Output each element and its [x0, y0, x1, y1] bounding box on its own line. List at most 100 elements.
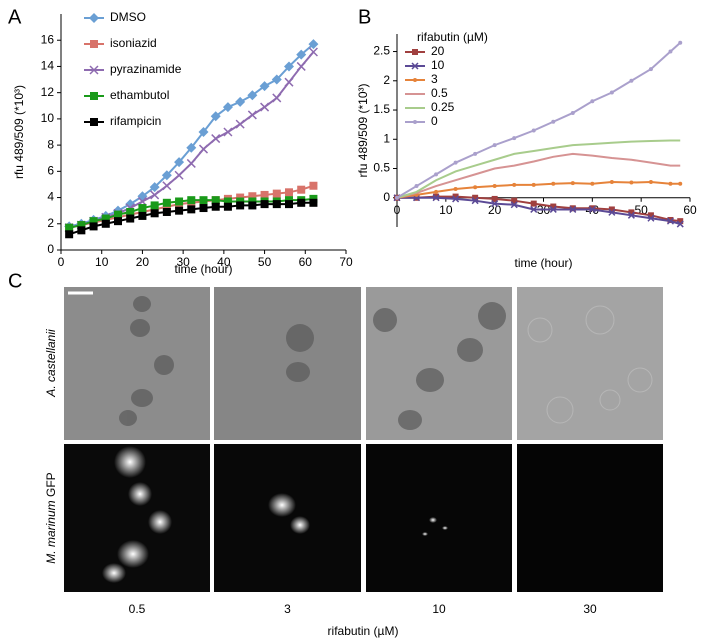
marker: [150, 201, 159, 210]
marker: [296, 61, 306, 71]
panel-letter: C: [8, 270, 22, 292]
series-line: [397, 196, 681, 226]
panel-letter: A: [8, 6, 22, 28]
marker: [491, 200, 499, 208]
marker: [512, 136, 517, 141]
marker: [65, 223, 74, 232]
legend-marker: [411, 62, 419, 70]
marker: [668, 49, 673, 54]
marker: [247, 90, 258, 101]
marker: [211, 202, 220, 211]
marker: [608, 208, 616, 216]
marker: [647, 212, 654, 219]
x-tick-label: 20: [488, 203, 502, 217]
marker: [414, 184, 419, 189]
y-tick-label: 1: [383, 131, 390, 145]
x-tick-label: 20: [136, 255, 150, 269]
marker: [247, 110, 257, 120]
marker: [677, 218, 684, 225]
legend-label: 0.5: [431, 86, 448, 100]
micrographs: [64, 287, 663, 592]
legend-label: rifampicin: [110, 114, 161, 128]
y-axis-label: rfu 489/509 (*10³): [356, 83, 370, 177]
marker: [210, 111, 221, 122]
marker: [308, 39, 319, 50]
y-tick-label: 0.5: [373, 161, 390, 175]
y-tick-label: 14: [41, 59, 55, 73]
y-tick-label: 0: [383, 190, 390, 204]
marker: [569, 205, 576, 212]
marker: [608, 206, 615, 213]
x-tick-label: 70: [339, 255, 353, 269]
marker: [492, 143, 497, 148]
legend-label: 20: [431, 44, 445, 58]
marker: [676, 220, 684, 228]
marker: [309, 181, 318, 190]
y-tick-label: 8: [47, 137, 54, 151]
marker: [126, 214, 135, 223]
legend-label: 0.25: [431, 100, 455, 114]
marker: [648, 67, 653, 72]
legend-marker: [90, 40, 98, 48]
marker: [260, 200, 269, 209]
marker: [551, 119, 556, 124]
marker: [492, 184, 497, 189]
y-tick-label: 6: [47, 164, 54, 178]
x-tick-label: 30: [176, 255, 190, 269]
marker: [296, 49, 307, 60]
marker: [101, 219, 110, 228]
marker: [512, 182, 517, 187]
marker: [222, 102, 233, 113]
y-tick-label: 4: [47, 190, 54, 204]
marker: [549, 205, 557, 213]
panel-c-x-label: rifabutin (µM): [328, 624, 399, 638]
brightfield-image: [517, 287, 663, 440]
x-tick-label: 60: [299, 255, 313, 269]
marker: [175, 197, 184, 206]
marker: [570, 181, 575, 186]
y-tick-label: 2: [383, 73, 390, 87]
marker: [452, 193, 459, 200]
marker: [531, 182, 536, 187]
marker: [678, 181, 683, 186]
x-axis-label: time (hour): [514, 256, 572, 270]
marker: [162, 198, 171, 207]
y-tick-label: 1.5: [373, 102, 390, 116]
marker: [211, 196, 220, 205]
marker: [138, 204, 147, 213]
marker: [530, 205, 538, 213]
marker: [260, 102, 270, 112]
marker: [126, 207, 135, 216]
column-label: 10: [432, 602, 446, 616]
marker: [223, 197, 232, 206]
fluorescence-image: [517, 444, 663, 592]
marker: [588, 205, 596, 213]
x-tick-label: 0: [58, 255, 65, 269]
column-label: 0.5: [129, 602, 146, 616]
marker: [472, 194, 479, 201]
marker: [89, 217, 98, 226]
legend-title: rifabutin (µM): [417, 30, 488, 44]
marker: [453, 160, 458, 165]
marker: [434, 172, 439, 177]
row-label-species: M. marinum: [44, 500, 58, 563]
marker: [589, 205, 596, 212]
marker: [138, 211, 147, 220]
marker: [570, 110, 575, 115]
legend-marker: [413, 78, 417, 82]
marker: [223, 127, 233, 137]
series-line: [396, 42, 681, 199]
fluorescence-image: [214, 444, 361, 592]
series-line: [397, 195, 681, 223]
marker: [452, 195, 460, 203]
marker: [627, 211, 635, 219]
marker: [609, 179, 614, 184]
marker: [187, 196, 196, 205]
panel-letter: B: [358, 6, 371, 28]
marker: [284, 77, 294, 87]
marker: [297, 185, 306, 194]
marker: [162, 181, 172, 191]
marker: [297, 198, 306, 207]
row-label-species: A. castellanii: [44, 329, 58, 398]
